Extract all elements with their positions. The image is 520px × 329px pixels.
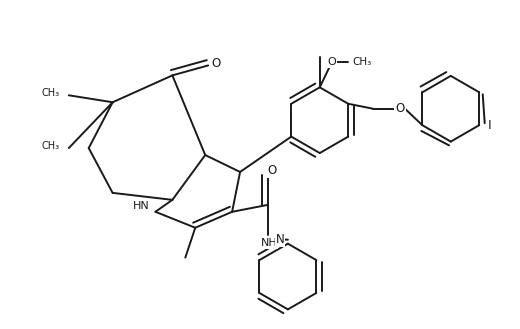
Text: HN: HN (133, 201, 150, 211)
Text: CH₃: CH₃ (42, 88, 60, 98)
Text: O: O (212, 57, 221, 70)
Text: NH: NH (261, 238, 277, 248)
Text: CH₃: CH₃ (352, 57, 371, 67)
Text: O: O (267, 164, 277, 177)
Text: CH₃: CH₃ (42, 141, 60, 151)
Text: O: O (395, 102, 405, 115)
Text: O: O (327, 57, 336, 67)
Text: I: I (487, 119, 491, 132)
Text: N: N (276, 233, 284, 246)
